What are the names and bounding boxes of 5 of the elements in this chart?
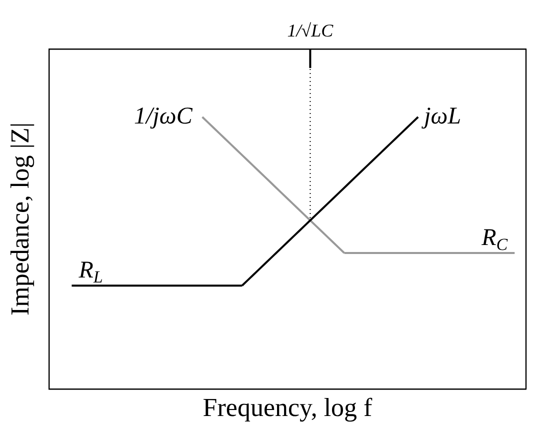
series-label: jωL <box>421 103 462 130</box>
x-axis-title: Frequency, log f <box>202 393 373 422</box>
text: 1/√LC <box>287 20 334 41</box>
y-axis-title: Impedance, log |Z| <box>5 122 34 316</box>
series-label: 1/jωC <box>134 103 194 130</box>
